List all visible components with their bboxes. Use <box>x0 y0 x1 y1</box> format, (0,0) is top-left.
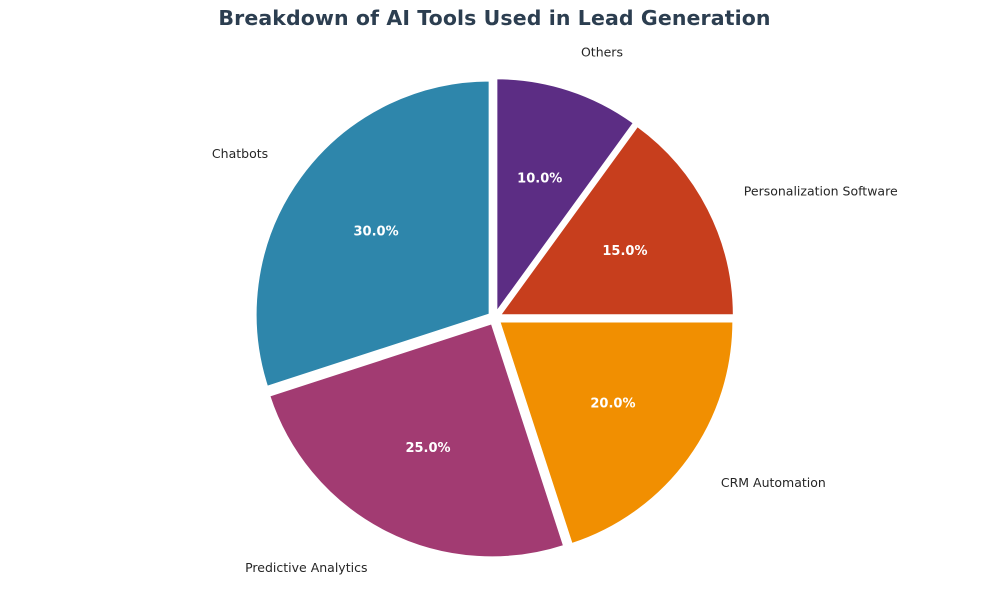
pie-slices <box>254 77 735 559</box>
pie-slice-personalization-software <box>497 124 735 317</box>
pie-slice-crm-automation <box>497 320 735 546</box>
pie-slice-chatbots <box>254 79 491 389</box>
category-label-predictive-analytics: Predictive Analytics <box>245 560 367 575</box>
pie-labels: 30.0% Chatbots 25.0% Predictive Analytics 20… <box>212 44 898 574</box>
category-label-personalization-software: Personalization Software <box>744 183 898 198</box>
chart-title: Breakdown of AI Tools Used in Lead Gener… <box>218 6 771 30</box>
category-label-crm-automation: CRM Automation <box>721 475 826 490</box>
pct-label-predictive-analytics: 25.0% <box>405 441 450 456</box>
pct-label-chatbots: 30.0% <box>354 224 399 239</box>
pct-label-crm-automation: 20.0% <box>590 397 635 412</box>
pie-slice-others <box>495 77 636 316</box>
pie-slice-predictive-analytics <box>267 322 566 559</box>
pct-label-others: 10.0% <box>517 171 562 186</box>
category-label-chatbots: Chatbots <box>212 146 268 161</box>
category-label-others: Others <box>581 44 623 59</box>
pct-label-personalization-software: 15.0% <box>602 244 647 259</box>
